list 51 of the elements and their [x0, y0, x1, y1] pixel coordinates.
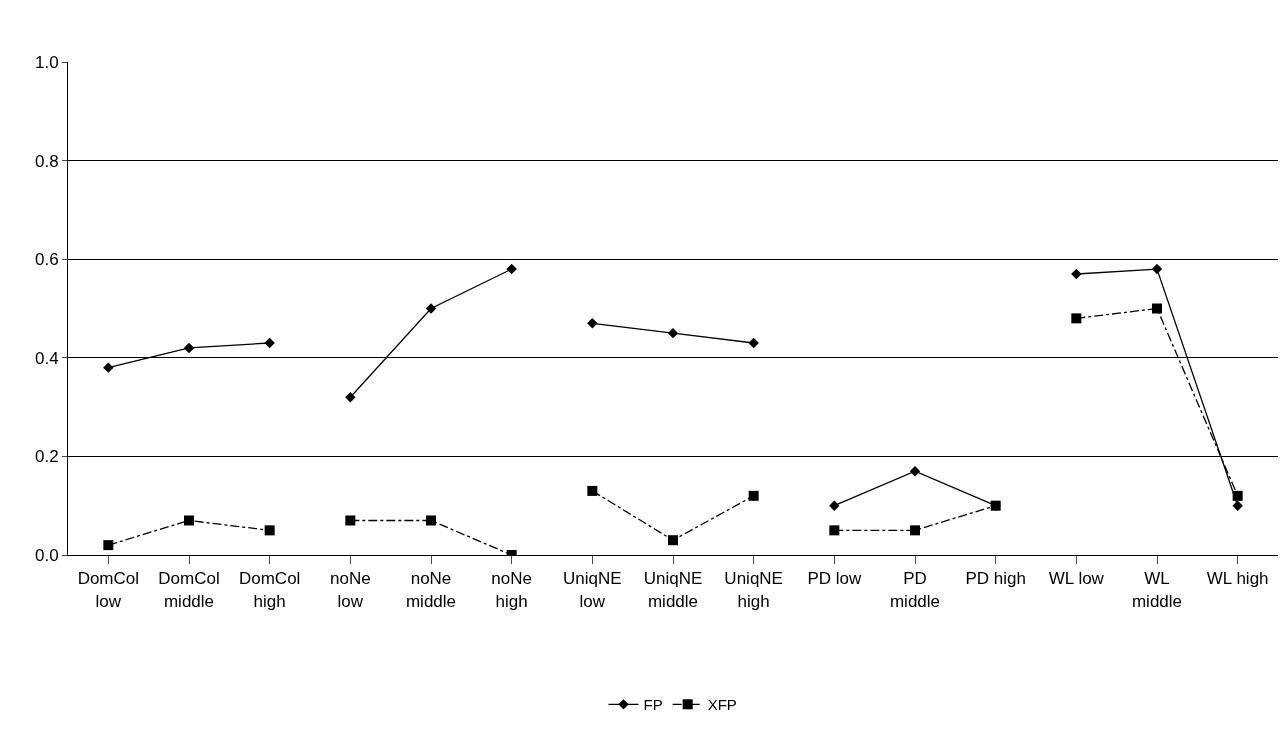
- x-tick-label: noNe high: [491, 569, 532, 611]
- x-tick-label: UniqNE low: [563, 569, 622, 611]
- point: [829, 500, 840, 511]
- x-tick-label: UniqNE middle: [643, 569, 703, 611]
- point: [1232, 490, 1243, 501]
- point: [1232, 500, 1243, 511]
- y-tick-label: 0.4: [34, 348, 59, 368]
- x-tick-label: PD high: [965, 569, 1026, 589]
- x-tick-label: PD middle: [889, 569, 941, 611]
- x-tick-label: UniqNE high: [724, 569, 783, 611]
- point: [183, 342, 195, 354]
- x-tick-label: DomCol low: [77, 569, 140, 611]
- point: [345, 392, 356, 403]
- x-tick-label: noNe middle: [405, 569, 457, 611]
- point: [667, 327, 679, 339]
- point: [264, 337, 275, 349]
- point: [1071, 268, 1082, 280]
- point: [910, 525, 920, 536]
- y-tick-label: 0.6: [34, 250, 59, 270]
- point: [1071, 313, 1082, 324]
- point: [909, 465, 921, 477]
- y-tick-label: 0.2: [34, 447, 59, 467]
- point: [345, 515, 356, 526]
- point: [990, 500, 1001, 511]
- point: [748, 337, 759, 349]
- x-tick-label: PD low: [807, 569, 862, 589]
- x-tick-label: WL high: [1206, 569, 1269, 589]
- point: [184, 515, 194, 526]
- y-tick-label: 0.0: [34, 545, 59, 565]
- point: [748, 490, 759, 501]
- x-tick-label: noNe low: [330, 569, 371, 611]
- point: [1152, 303, 1162, 314]
- x-tick-label: DomCol high: [238, 569, 301, 611]
- x-tick-label: DomCol middle: [158, 569, 220, 611]
- point: [587, 485, 598, 496]
- legend-label: XFP: [707, 696, 737, 714]
- legend-label: FP: [643, 696, 663, 714]
- point: [103, 540, 114, 551]
- x-tick-label: WL middle: [1131, 569, 1183, 611]
- y-tick-label: 0.8: [34, 151, 59, 171]
- point: [506, 263, 517, 275]
- point: [264, 525, 275, 536]
- point: [1151, 263, 1163, 275]
- point: [426, 515, 436, 526]
- point: [103, 362, 114, 373]
- point: [425, 303, 437, 314]
- point: [829, 525, 840, 536]
- x-tick-label: WL low: [1048, 569, 1105, 589]
- y-tick-label: 1.0: [34, 52, 59, 72]
- point: [587, 318, 598, 329]
- point: [668, 535, 678, 546]
